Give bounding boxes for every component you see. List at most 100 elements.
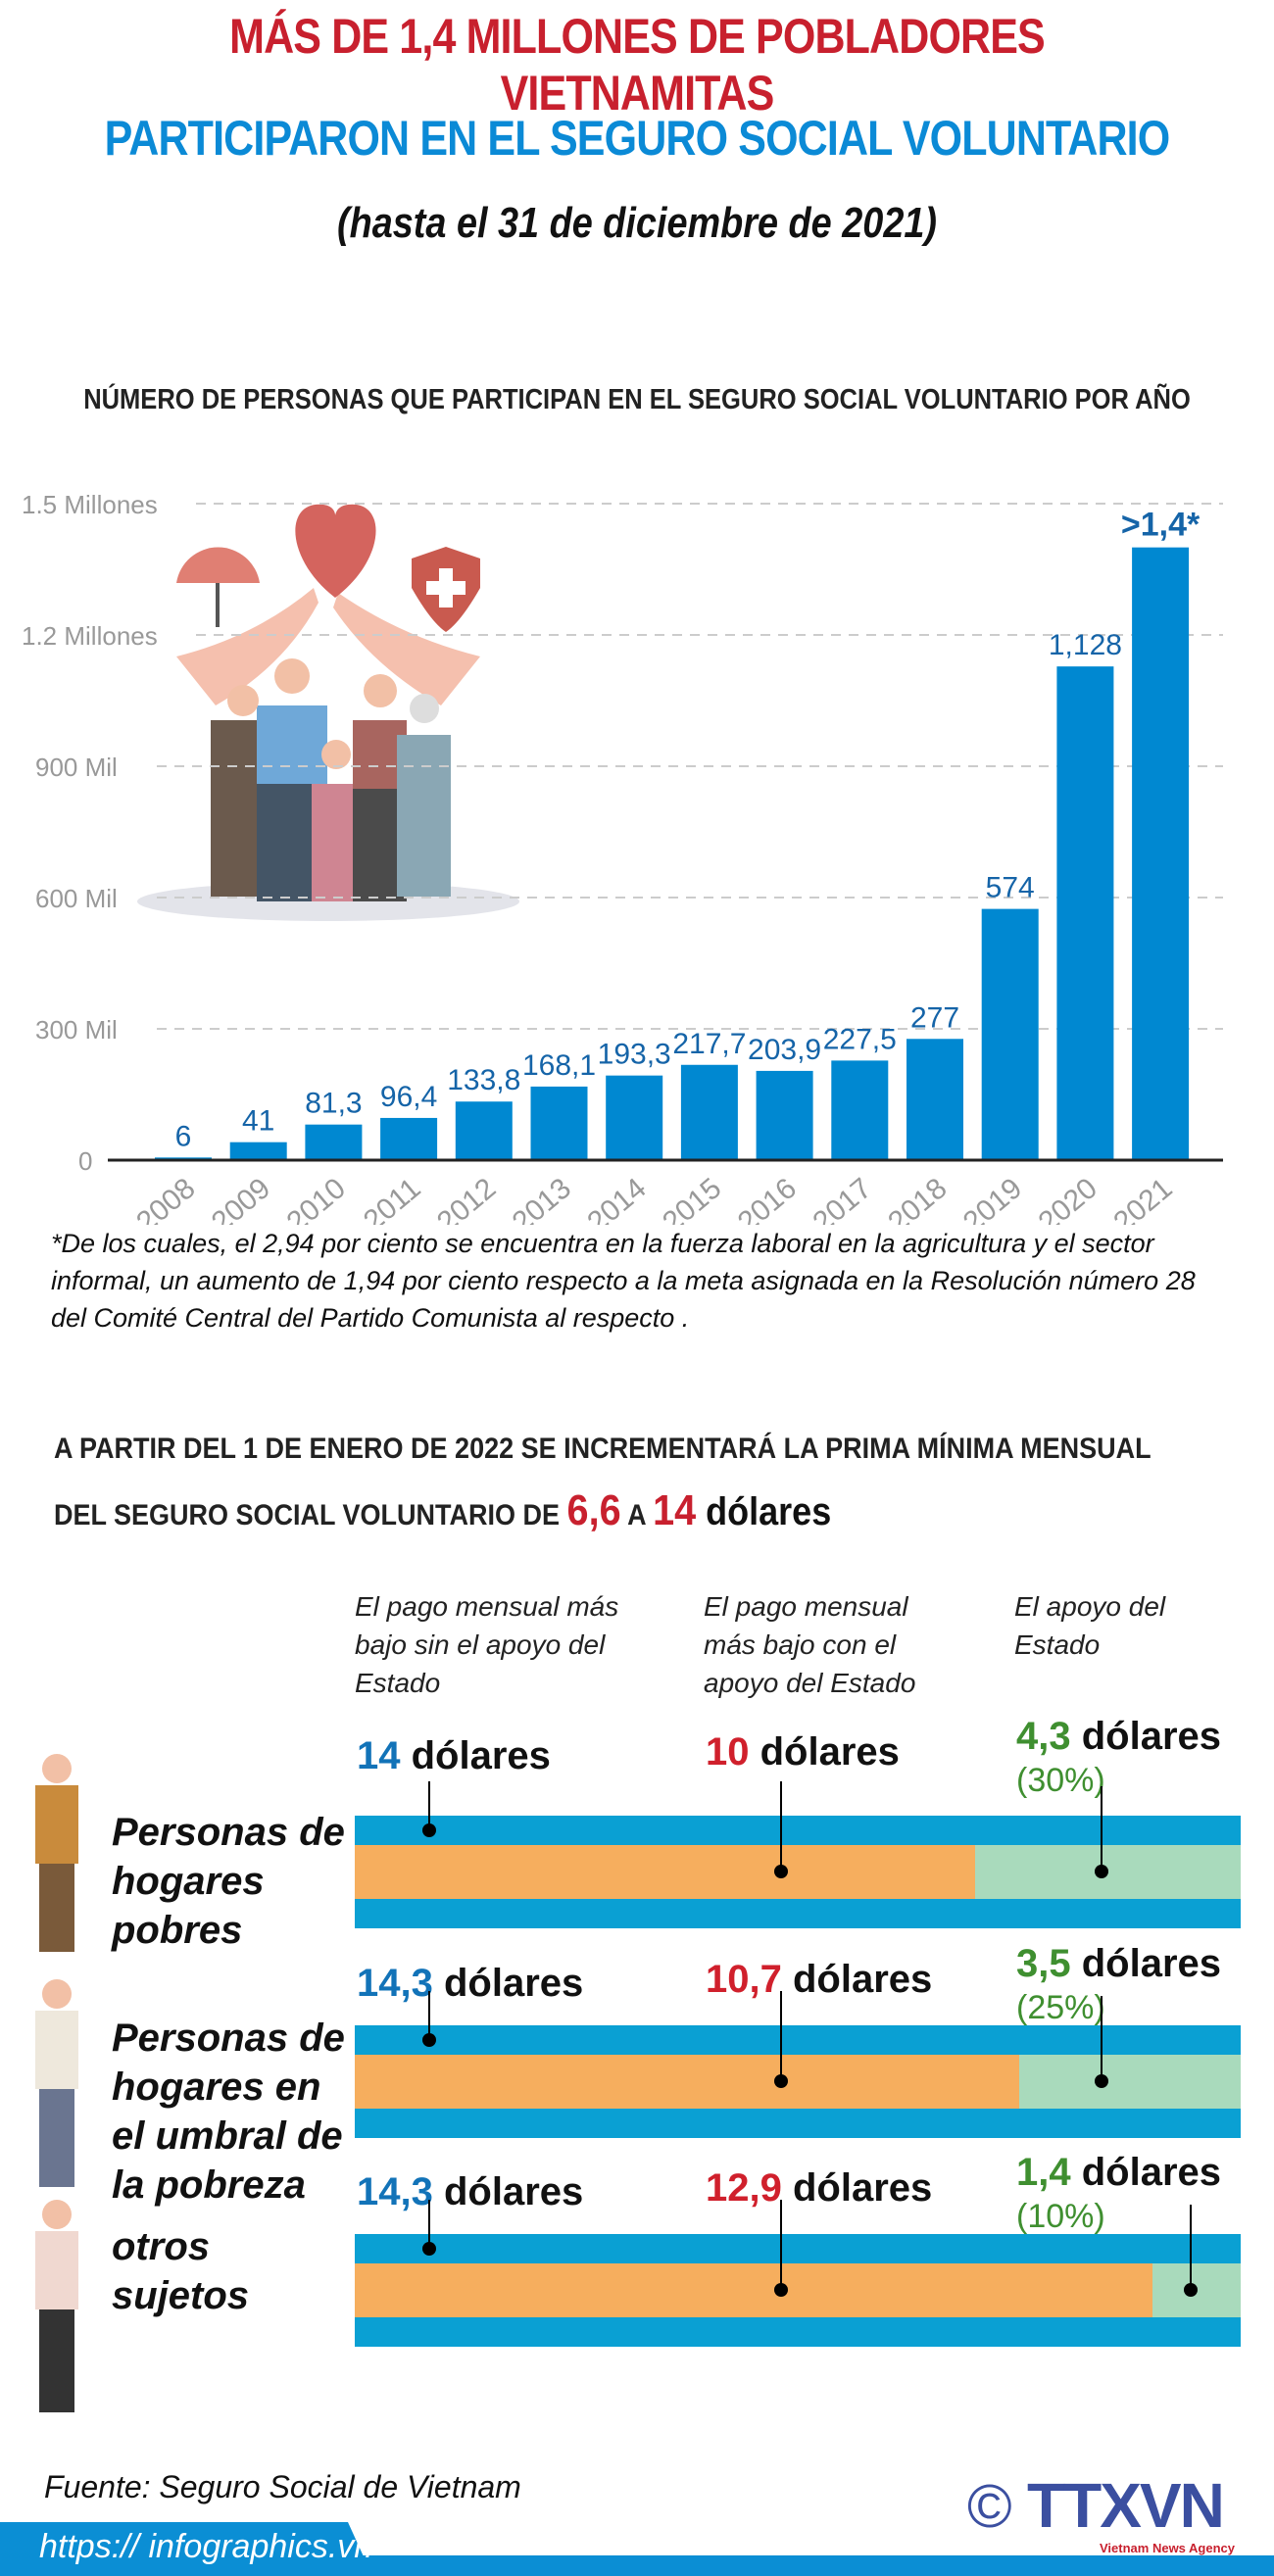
payment-portion	[355, 2055, 1019, 2109]
subtitle: (hasta el 31 de diciembre de 2021)	[336, 199, 938, 247]
x-tick-label: 2012	[431, 1172, 502, 1225]
bar-2020	[1056, 666, 1114, 1160]
y-tick-label: 900 Mil	[35, 753, 118, 782]
pin-line	[1190, 2205, 1192, 2291]
section2-heading-line1: A PARTIR DEL 1 DE ENERO DE 2022 SE INCRE…	[54, 1433, 1152, 1465]
data-label: 193,3	[598, 1039, 671, 1071]
data-label: 6	[175, 1120, 192, 1152]
x-tick-label: 2013	[507, 1172, 577, 1225]
x-tick-label: 2008	[130, 1172, 201, 1225]
value-without-support: 14 dólares	[357, 1734, 551, 1777]
pin-dot	[422, 2033, 436, 2047]
y-tick-label: 600 Mil	[35, 884, 118, 913]
heading-unit: dólares	[696, 1490, 832, 1533]
pin-line	[780, 1991, 782, 2082]
row-label: Personas de hogares pobres	[112, 1811, 345, 1952]
data-label: 96,4	[380, 1081, 437, 1113]
premium-to: 14	[653, 1486, 697, 1534]
pin-dot	[774, 1865, 788, 1878]
x-tick-label: 2015	[657, 1172, 727, 1225]
data-label: 168,1	[522, 1049, 596, 1082]
data-label: 1,128	[1049, 629, 1122, 661]
bar-2021	[1132, 547, 1190, 1160]
x-tick-label: 2019	[957, 1172, 1028, 1225]
bar-2016	[756, 1070, 813, 1160]
pin-dot	[774, 2283, 788, 2297]
x-tick-label: 2011	[358, 1172, 427, 1225]
bar-2009	[229, 1142, 287, 1160]
copyright-icon: ©	[967, 2473, 1012, 2541]
pin-line	[428, 1991, 430, 2040]
value-with-support: 12,9 dólares	[706, 2166, 933, 2210]
payment-bar	[355, 1816, 1241, 1928]
support-percent: (25%)	[1016, 1989, 1105, 2026]
payment-portion	[355, 1845, 975, 1899]
title-line1: MÁS DE 1,4 MILLONES DE POBLADORES VIETNA…	[229, 9, 1046, 121]
value-with-support: 10 dólares	[706, 1730, 900, 1774]
payment-portion	[355, 2263, 1152, 2317]
support-percent: (10%)	[1016, 2198, 1105, 2235]
bar-2012	[455, 1101, 513, 1160]
payment-bar	[355, 2234, 1241, 2347]
data-label: 41	[242, 1105, 274, 1138]
column-header-with-support: El pago mensual más bajo con el apoyo de…	[704, 1591, 916, 1698]
website-link[interactable]: https:// infographics.vn	[39, 2528, 373, 2565]
data-label: >1,4*	[1121, 507, 1200, 544]
row-label: otros sujetos	[112, 2225, 250, 2317]
pin-line	[780, 2200, 782, 2291]
bar-2013	[530, 1086, 588, 1160]
x-tick-label: 2021	[1107, 1172, 1178, 1225]
data-label: 574	[986, 872, 1035, 904]
footnote: *De los cuales, el 2,94 por ciento se en…	[51, 1229, 1196, 1333]
x-tick-label: 2018	[882, 1172, 953, 1225]
person-illustration	[29, 2200, 83, 2415]
data-label: 81,3	[305, 1088, 362, 1120]
value-without-support: 14,3 dólares	[357, 2170, 584, 2213]
ttxvn-logo: TTXVN	[1027, 2470, 1225, 2541]
value-state-support: 4,3 dólares	[1016, 1715, 1222, 1758]
x-tick-label: 2017	[807, 1172, 877, 1225]
x-tick-label: 2009	[206, 1172, 276, 1225]
footer-bar	[0, 2555, 1274, 2576]
pin-dot	[422, 1823, 436, 1837]
data-label: 133,8	[447, 1064, 520, 1096]
payment-bar	[355, 2025, 1241, 2138]
source-text: Fuente: Seguro Social de Vietnam	[44, 2469, 521, 2504]
pin-line	[428, 1781, 430, 1830]
pin-dot	[422, 2242, 436, 2256]
bar-2017	[831, 1060, 889, 1160]
logo-subtitle: Vietnam News Agency	[1100, 2541, 1235, 2555]
bar-2018	[906, 1039, 963, 1160]
bar-chart: 6 41 81,3 96,4 133,8 168,1 193,3 217,7 203,9 227,…	[22, 490, 1223, 1225]
pin-dot	[774, 2074, 788, 2088]
pin-line	[780, 1781, 782, 1872]
heading-mid: A	[620, 1499, 654, 1531]
data-label: 217,7	[672, 1028, 746, 1060]
heading-prefix: DEL SEGURO SOCIAL VOLUNTARIO DE	[54, 1499, 567, 1531]
data-label: 277	[910, 1001, 959, 1034]
pin-dot	[1184, 2283, 1198, 2297]
bar-2019	[981, 908, 1039, 1160]
premium-from: 6,6	[566, 1486, 621, 1534]
x-tick-label: 2010	[281, 1172, 352, 1225]
x-tick-label: 2016	[732, 1172, 803, 1225]
x-tick-label: 2014	[581, 1172, 652, 1225]
column-header-without-support: El pago mensual más bajo sin el apoyo de…	[355, 1591, 619, 1698]
family-illustration	[137, 504, 519, 921]
person-illustration	[29, 1979, 83, 2190]
column-header-state-support: El apoyo del Estado	[1014, 1591, 1166, 1660]
section2-heading-line2: DEL SEGURO SOCIAL VOLUNTARIO DE 6,6 A 14…	[54, 1486, 831, 1535]
value-with-support: 10,7 dólares	[706, 1958, 933, 2001]
person-illustration	[29, 1754, 83, 1955]
y-tick-label: 300 Mil	[35, 1015, 118, 1045]
row-label: Personas de hogares en el umbral de la p…	[112, 2017, 345, 2207]
y-tick-label: 1.5 Millones	[22, 490, 158, 519]
pin-line	[428, 2200, 430, 2249]
data-label: 227,5	[823, 1023, 897, 1055]
title-line2: PARTICIPARON EN EL SEGURO SOCIAL VOLUNTA…	[104, 111, 1171, 166]
bar-2011	[380, 1117, 438, 1160]
pin-dot	[1095, 1865, 1108, 1878]
value-without-support: 14,3 dólares	[357, 1962, 584, 2005]
pin-dot	[1095, 2074, 1108, 2088]
data-label: 203,9	[748, 1034, 821, 1066]
